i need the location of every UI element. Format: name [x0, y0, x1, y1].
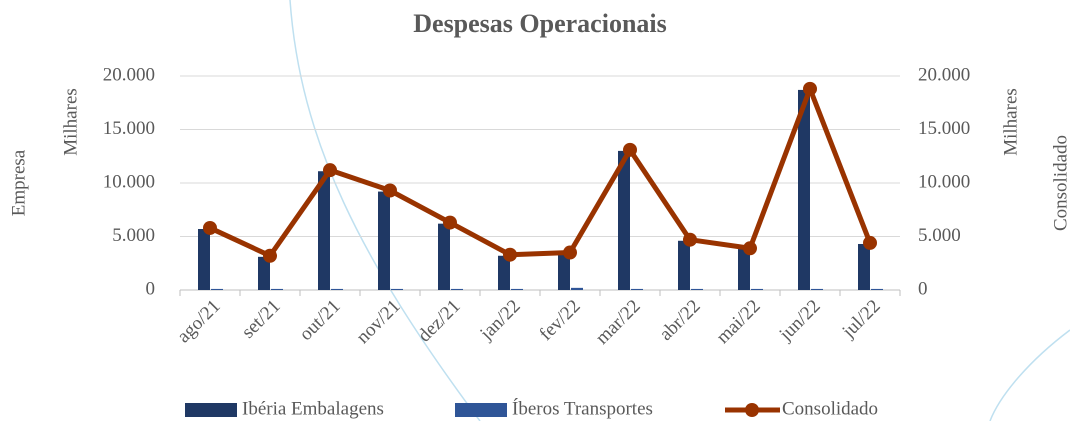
x-tick-label: dez/21: [414, 296, 465, 347]
y-tick-label: 20.000: [103, 64, 155, 85]
bar: [751, 288, 763, 290]
y2-axis-label: Milhares: [1000, 88, 1021, 156]
bar: [258, 256, 270, 290]
line-marker: [683, 232, 697, 247]
chart-title: Despesas Operacionais: [413, 9, 667, 38]
legend-swatch: [455, 403, 507, 417]
decor-curve: [289, 0, 481, 421]
legend-marker: [745, 403, 759, 417]
x-tick-label: jan/22: [475, 296, 524, 345]
bar: [558, 254, 570, 290]
bar: [631, 288, 643, 290]
bar: [738, 247, 750, 290]
y2-tick-label: 5.000: [918, 225, 961, 246]
bar: [618, 150, 630, 290]
bar: [511, 288, 523, 290]
y2-tick-label: 15.000: [918, 118, 970, 139]
decor-curve: [989, 329, 1070, 421]
x-tick-label: abr/22: [655, 296, 704, 345]
bar: [318, 171, 330, 290]
x-tick-label: ago/21: [173, 296, 224, 347]
bar: [391, 288, 403, 290]
bar: [271, 288, 283, 290]
legend-label: Ibéria Embalagens: [242, 398, 384, 419]
bar: [798, 89, 810, 290]
bar: [871, 288, 883, 290]
bar: [571, 287, 583, 290]
line-marker: [263, 248, 277, 263]
line-marker: [383, 183, 397, 198]
x-tick-label: jul/22: [838, 296, 885, 343]
bar: [331, 288, 343, 290]
x-tick-label: mar/22: [592, 296, 645, 349]
legend-label: Íberos Transportes: [512, 397, 653, 419]
y-tick-label: 5.000: [112, 225, 155, 246]
x-tick-label: set/21: [238, 296, 285, 343]
bar: [198, 229, 210, 290]
bar: [211, 288, 223, 290]
line-marker: [623, 142, 637, 157]
y-tick-label: 10.000: [103, 171, 155, 192]
bar: [691, 288, 703, 290]
line-marker: [503, 247, 517, 262]
line-marker: [803, 81, 817, 96]
line-marker: [743, 241, 757, 256]
bar: [498, 255, 510, 290]
line: [208, 86, 873, 259]
x-tick-label: jun/22: [775, 296, 825, 346]
x-tick-label: nov/21: [352, 296, 404, 348]
y-tick-label: 0: [146, 278, 156, 299]
bar: [451, 288, 463, 290]
line-marker: [323, 163, 337, 178]
line-marker: [863, 235, 877, 250]
bar: [378, 191, 390, 290]
x-tick-label: fev/22: [535, 296, 584, 345]
y-tick-label: 15.000: [103, 118, 155, 139]
y2-tick-label: 20.000: [918, 64, 970, 85]
bar: [678, 240, 690, 290]
line-marker: [563, 245, 577, 260]
x-tick-label: out/21: [295, 296, 344, 345]
legend-label: Consolidado: [782, 398, 878, 419]
bar: [811, 288, 823, 290]
bar: [858, 243, 870, 290]
x-tick-label: mai/22: [712, 296, 764, 348]
y-axis-label: Milhares: [60, 88, 81, 156]
y2-tick-label: 10.000: [918, 171, 970, 192]
y2-tick-label: 0: [918, 278, 928, 299]
y2-outer-label: Consolidado: [1050, 135, 1070, 231]
bar: [438, 223, 450, 290]
y-outer-label: Empresa: [8, 149, 29, 216]
line-marker: [443, 215, 457, 230]
legend-swatch: [185, 403, 237, 417]
line-marker: [203, 220, 217, 235]
